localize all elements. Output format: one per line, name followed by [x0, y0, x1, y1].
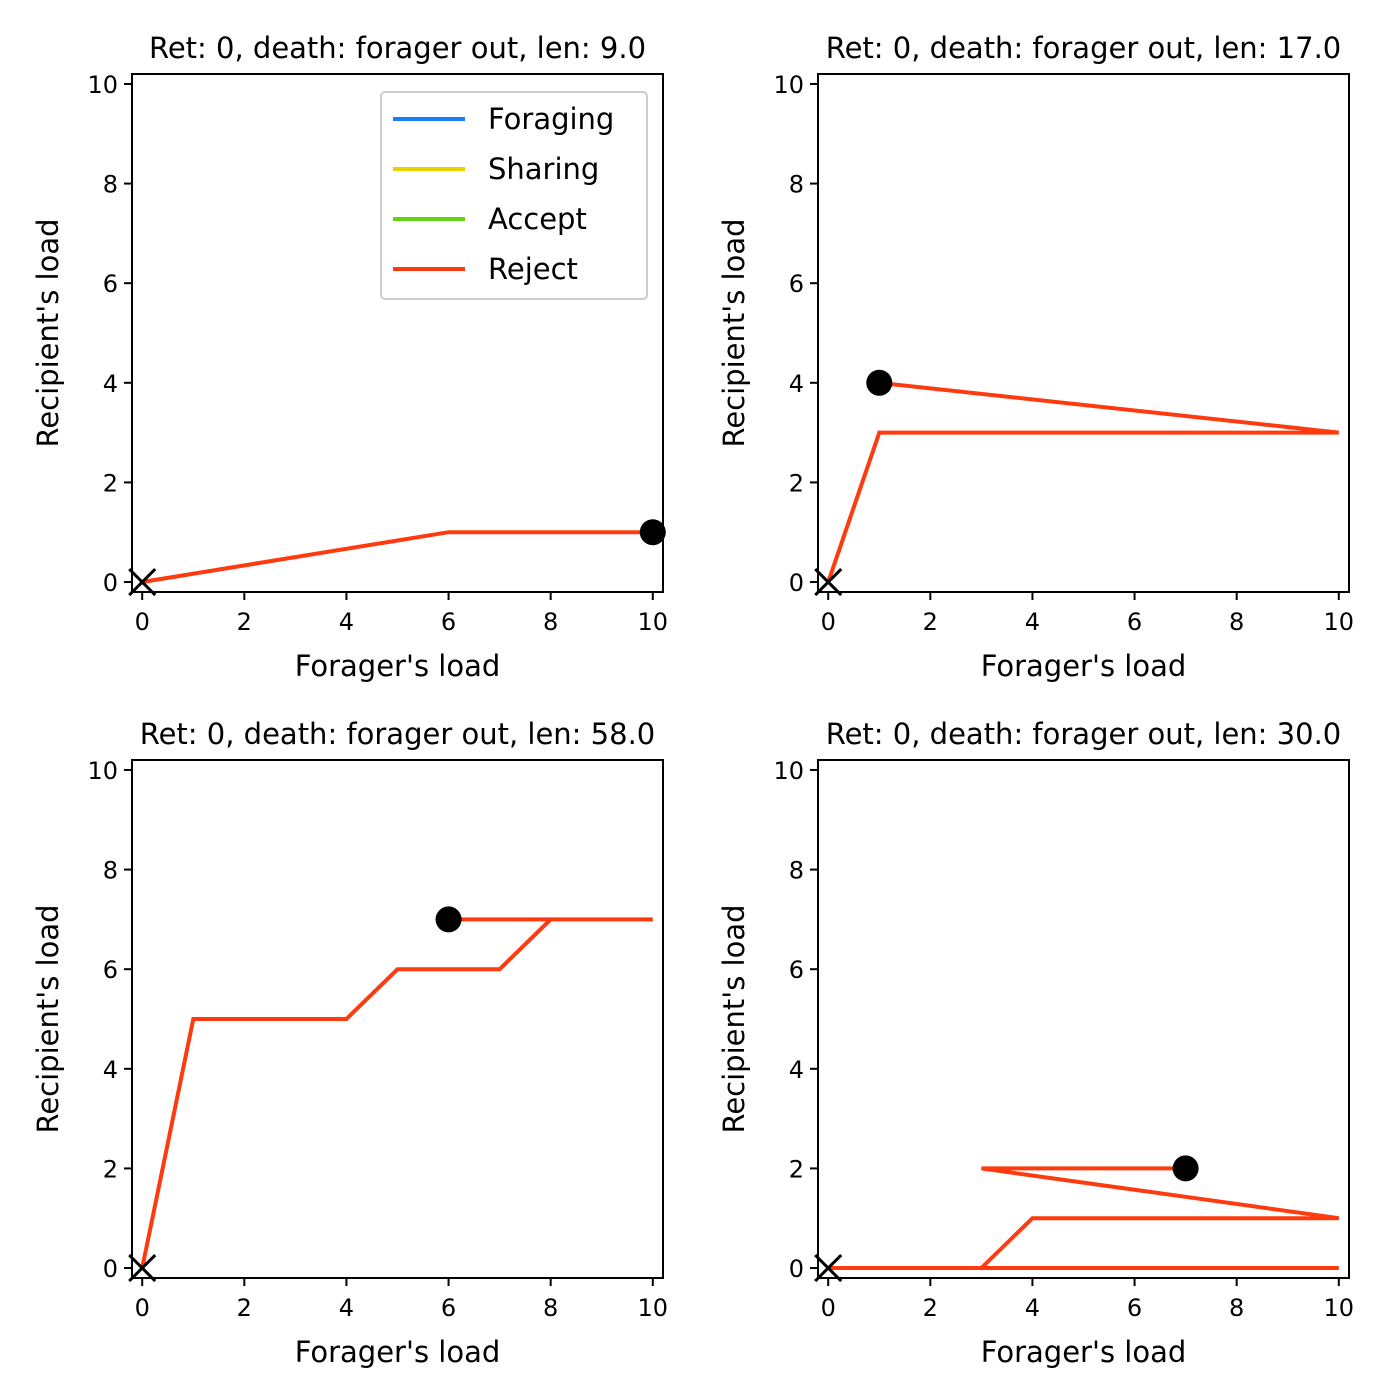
y-tick-label: 0 — [103, 1255, 118, 1283]
x-axis-label: Forager's load — [981, 1335, 1187, 1369]
x-tick-label: 0 — [135, 1294, 150, 1322]
x-tick-label: 4 — [339, 1294, 354, 1322]
x-tick-label: 4 — [1025, 608, 1040, 636]
trajectory-line-reject — [826, 380, 1340, 583]
legend-label-foraging: Foraging — [488, 102, 614, 136]
y-axis-label: Recipient's load — [31, 904, 65, 1133]
x-axis-label: Forager's load — [295, 1335, 501, 1369]
y-tick-label: 6 — [789, 956, 804, 984]
axes-frame — [131, 73, 664, 593]
x-tick-label: 2 — [923, 1294, 938, 1322]
y-tick-label: 6 — [789, 270, 804, 298]
x-tick-label: 8 — [1229, 1294, 1244, 1322]
y-axis-label: Recipient's load — [717, 904, 751, 1133]
end-x-marker — [128, 1253, 157, 1283]
y-tick-label: 8 — [789, 857, 804, 885]
panel-title: Ret: 0, death: forager out, len: 30.0 — [826, 717, 1342, 751]
y-tick-label: 8 — [103, 857, 118, 885]
x-axis-label: Forager's load — [295, 649, 501, 683]
end-x-marker — [128, 567, 157, 597]
trajectory-line-reject — [828, 1166, 1340, 1270]
y-tick-label: 4 — [103, 1056, 118, 1084]
panel-title: Ret: 0, death: forager out, len: 58.0 — [140, 717, 656, 751]
x-tick-label: 6 — [1127, 1294, 1142, 1322]
start-circle-marker — [1172, 1155, 1199, 1182]
y-tick-label: 0 — [789, 569, 804, 597]
x-tick-label: 10 — [1324, 608, 1355, 636]
start-circle-marker — [639, 519, 666, 546]
x-tick-label: 6 — [441, 1294, 456, 1322]
x-tick-label: 0 — [821, 608, 836, 636]
x-axis-label: Forager's load — [981, 649, 1187, 683]
legend: Foraging Sharing Accept Reject — [380, 91, 648, 300]
axes-frame — [817, 73, 1350, 593]
panel-title: Ret: 0, death: forager out, len: 17.0 — [826, 31, 1342, 65]
axes-frame — [131, 759, 664, 1279]
x-tick-label: 10 — [638, 1294, 669, 1322]
y-tick-label: 6 — [103, 270, 118, 298]
y-tick-label: 10 — [773, 757, 804, 785]
y-axis-label: Recipient's load — [31, 218, 65, 447]
y-tick-label: 10 — [87, 71, 118, 99]
y-tick-label: 6 — [103, 956, 118, 984]
legend-label-accept: Accept — [488, 202, 587, 236]
y-axis-label: Recipient's load — [717, 218, 751, 447]
legend-box — [380, 91, 648, 300]
y-tick-label: 0 — [789, 1255, 804, 1283]
x-tick-label: 8 — [543, 608, 558, 636]
y-tick-label: 2 — [789, 469, 804, 497]
panel-2: Ret: 0, death: forager out, len: 17.0 0 2 4… — [717, 31, 1354, 683]
x-tick-label: 8 — [543, 1294, 558, 1322]
y-tick-label: 10 — [87, 757, 118, 785]
x-tick-label: 4 — [339, 608, 354, 636]
y-tick-label: 8 — [789, 171, 804, 199]
panel-1: Ret: 0, death: forager out, len: 9.0 0 2 4 6… — [31, 31, 668, 683]
x-tick-label: 8 — [1229, 608, 1244, 636]
y-tick-label: 2 — [103, 469, 118, 497]
x-tick-label: 10 — [1324, 1294, 1355, 1322]
end-x-marker — [814, 567, 843, 597]
x-tick-label: 4 — [1025, 1294, 1040, 1322]
end-x-marker — [814, 1253, 843, 1283]
axes-frame — [817, 759, 1350, 1279]
x-tick-label: 10 — [638, 608, 669, 636]
legend-label-sharing: Sharing — [488, 152, 599, 186]
x-tick-label: 0 — [821, 1294, 836, 1322]
x-tick-label: 6 — [441, 608, 456, 636]
start-circle-marker — [866, 369, 893, 396]
x-tick-label: 2 — [237, 1294, 252, 1322]
trajectory-line-reject — [140, 917, 653, 1269]
x-tick-label: 2 — [923, 608, 938, 636]
panel-4: Ret: 0, death: forager out, len: 30.0 0 2 4… — [717, 717, 1354, 1369]
y-tick-label: 10 — [773, 71, 804, 99]
y-tick-label: 4 — [789, 1056, 804, 1084]
legend-label-reject: Reject — [488, 252, 578, 286]
y-tick-label: 4 — [103, 370, 118, 398]
y-tick-label: 2 — [103, 1155, 118, 1183]
y-tick-label: 2 — [789, 1155, 804, 1183]
start-circle-marker — [435, 906, 462, 933]
y-tick-label: 8 — [103, 171, 118, 199]
x-tick-label: 2 — [237, 608, 252, 636]
panel-3: Ret: 0, death: forager out, len: 58.0 0 2 4… — [31, 717, 668, 1369]
panel-title: Ret: 0, death: forager out, len: 9.0 — [149, 31, 646, 65]
y-tick-label: 4 — [789, 370, 804, 398]
y-tick-label: 0 — [103, 569, 118, 597]
x-tick-label: 6 — [1127, 608, 1142, 636]
trajectory-line-reject — [141, 530, 653, 584]
x-tick-label: 0 — [135, 608, 150, 636]
